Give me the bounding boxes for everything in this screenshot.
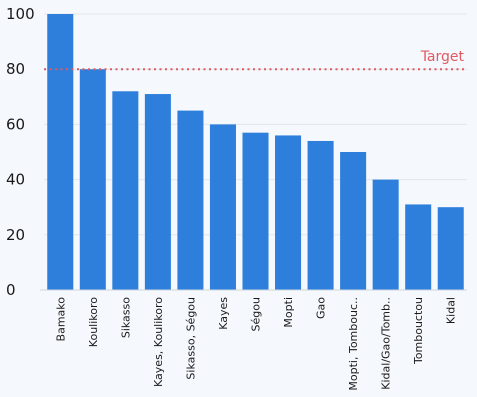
bar (405, 204, 432, 290)
bar (307, 140, 334, 290)
x-tick-label: Sikasso (119, 297, 132, 338)
y-tick-label: 60 (6, 115, 25, 133)
x-tick-label: Koulikoro (87, 297, 100, 347)
y-tick-label: 0 (6, 281, 16, 299)
bar (275, 135, 302, 290)
x-tick-label: Bamako (54, 297, 67, 342)
target-label: Target (420, 49, 465, 65)
bars (47, 14, 464, 291)
bar (144, 94, 171, 290)
y-tick-label: 80 (6, 60, 25, 78)
bar (79, 69, 106, 290)
bar (112, 91, 139, 290)
bar (209, 124, 236, 291)
x-tick-label: Ségou (250, 297, 263, 331)
x-tick-label: Kidal (445, 297, 458, 324)
bar (47, 14, 74, 290)
x-tick-label: Gao (315, 297, 328, 319)
x-tick-label: Kidal/Gao/Tomb.. (380, 297, 393, 390)
bar (437, 207, 464, 290)
x-tick-label: Kayes (217, 297, 230, 330)
x-tick-label: Tombouctou (412, 297, 425, 365)
x-tick-label: Kayes, Koulikoro (152, 297, 165, 387)
bar (372, 179, 399, 290)
x-tick-label: Mopti, Tombouc.. (347, 297, 360, 391)
bar (242, 132, 269, 290)
y-axis-ticks: 0 20 40 60 80 100 (6, 5, 35, 299)
bar (177, 110, 204, 290)
y-tick-label: 20 (6, 226, 25, 244)
bar (340, 152, 367, 290)
x-tick-label: Mopti (282, 297, 295, 328)
y-tick-label: 100 (6, 5, 35, 23)
x-axis-ticks: Bamako Koulikoro Sikasso Kayes, Koulikoro Si… (54, 297, 457, 391)
y-tick-label: 40 (6, 171, 25, 189)
x-tick-label: Sikasso, Ségou (184, 297, 197, 380)
